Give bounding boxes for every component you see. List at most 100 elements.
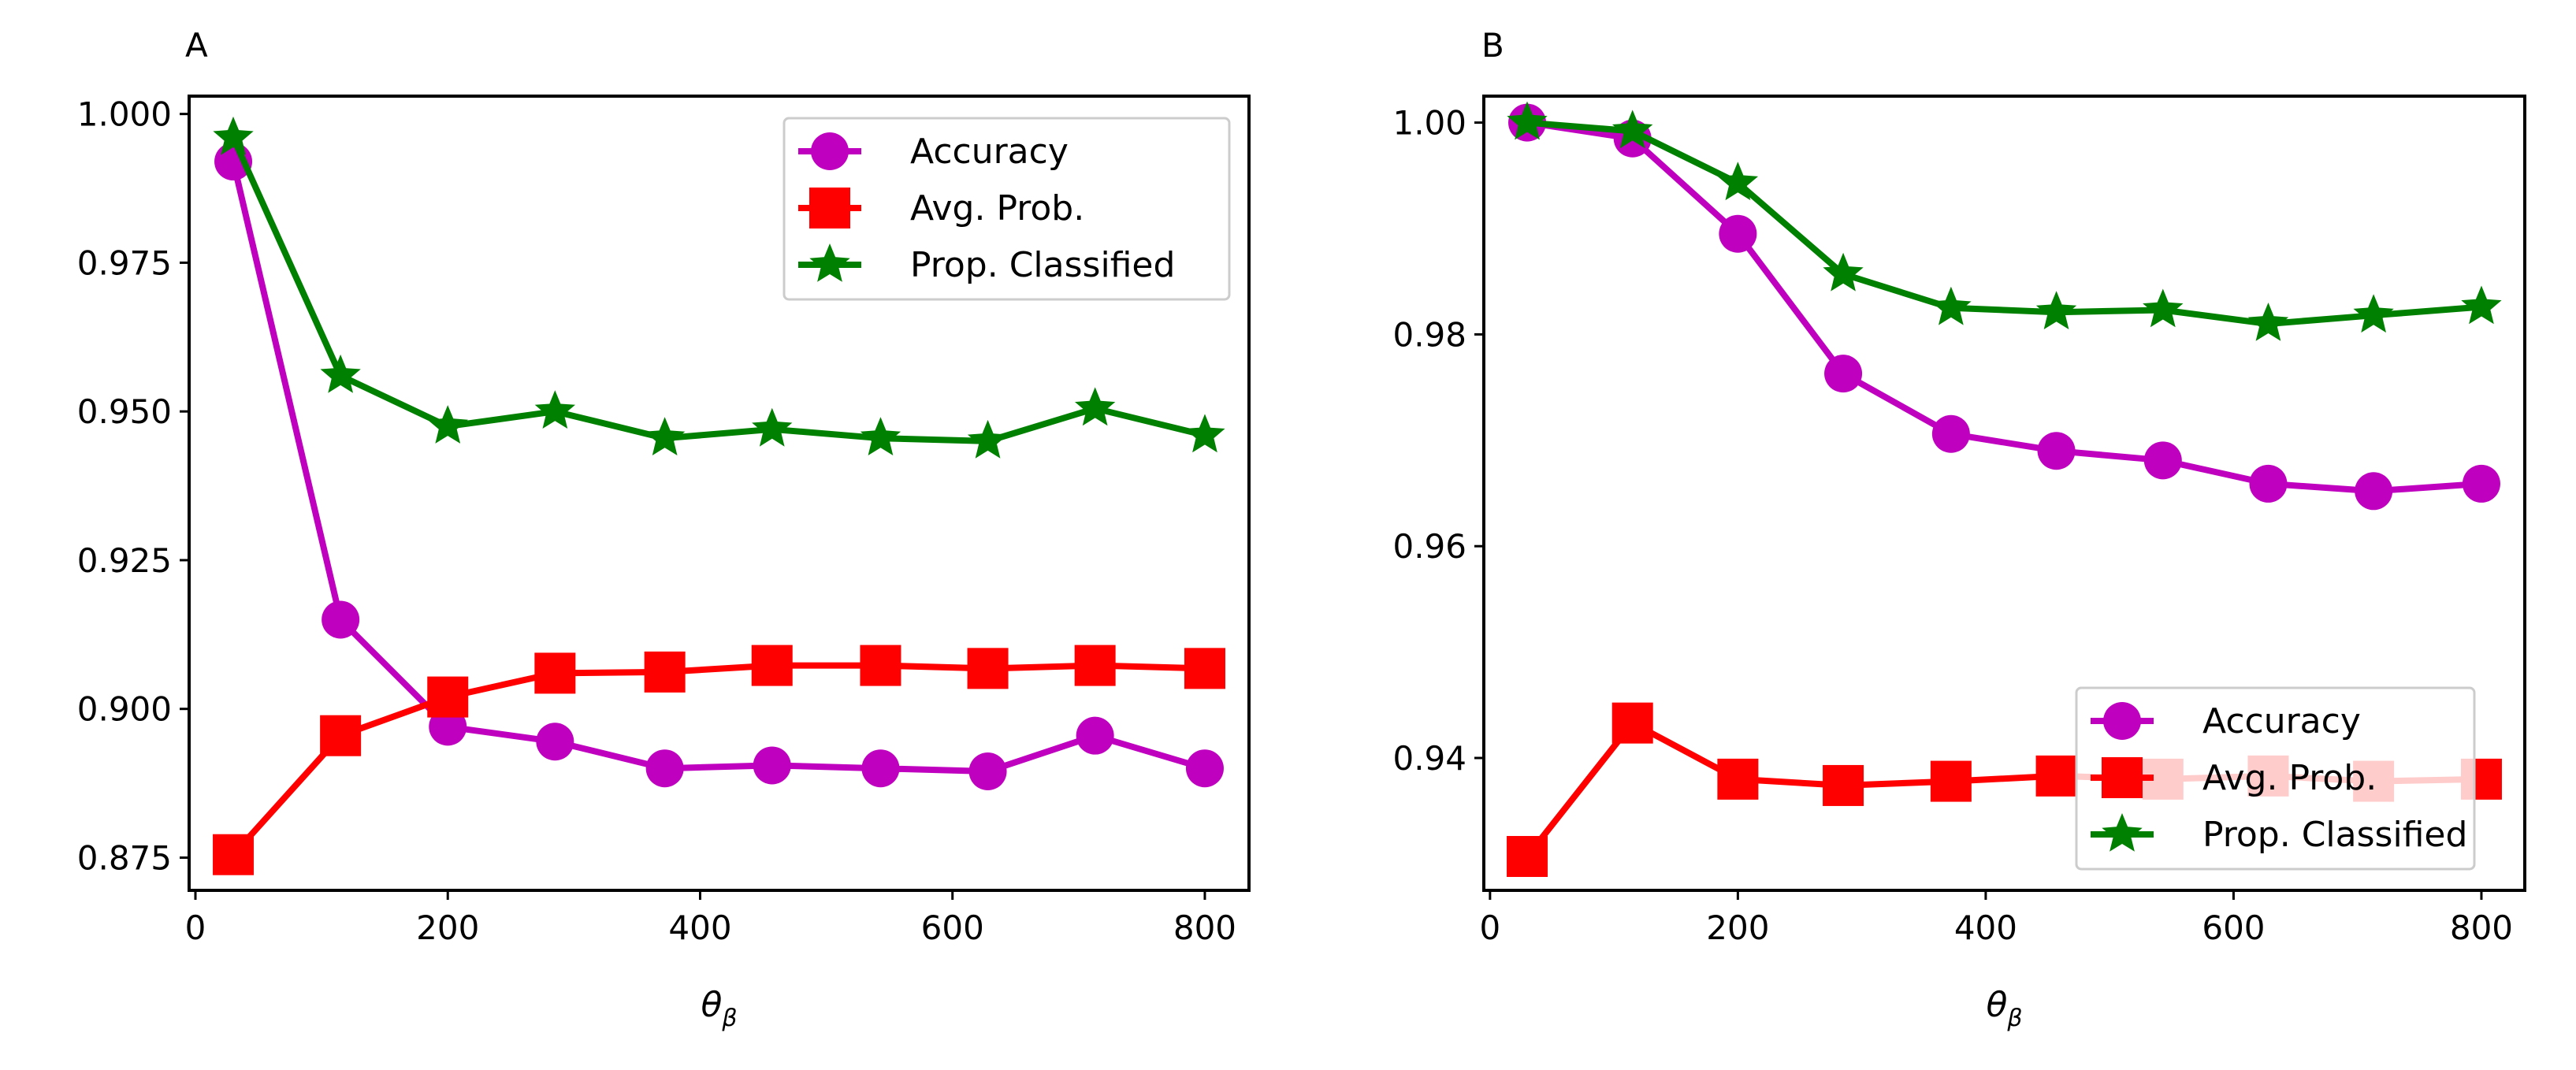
y-tick-label: 1.00 xyxy=(1392,104,1466,143)
series-line-circle xyxy=(1526,119,2482,495)
x-tick-label: 400 xyxy=(668,908,731,947)
data-point-square xyxy=(1611,702,1653,744)
x-tick-label: 600 xyxy=(2202,908,2265,947)
x-tick-label: 600 xyxy=(921,908,984,947)
legend-marker-square xyxy=(2102,757,2143,798)
plot-area xyxy=(213,116,1225,875)
data-point-circle xyxy=(968,752,1007,790)
data-point-circle xyxy=(2143,441,2182,480)
legend-marker-square xyxy=(809,188,850,228)
data-point-star xyxy=(1507,101,1548,140)
axes-frame xyxy=(1482,95,2526,892)
axes-frame xyxy=(188,95,1251,892)
legend-label: Prop. Classified xyxy=(910,245,1175,285)
y-tick-label: 0.875 xyxy=(77,838,172,877)
legend-label: Accuracy xyxy=(910,132,1069,172)
data-point-square xyxy=(1074,645,1116,686)
y-tick-label: 0.94 xyxy=(1392,739,1466,778)
data-point-star xyxy=(1184,414,1225,453)
data-point-square xyxy=(213,834,255,875)
y-tick-label: 0.900 xyxy=(77,690,172,729)
data-point-star xyxy=(2353,294,2394,333)
panel-label: B xyxy=(1481,26,1504,65)
x-tick-label: 200 xyxy=(416,908,479,947)
series-line-square xyxy=(231,662,1206,857)
data-point-square xyxy=(644,651,686,693)
data-point-circle xyxy=(645,749,684,788)
data-point-square xyxy=(967,648,1009,689)
data-point-star xyxy=(427,405,468,444)
legend-label: Prop. Classified xyxy=(2202,815,2467,855)
panel-a: A 0.875 0.900 0.925 0.950 0.975 1.000 0 200 400 60… xyxy=(77,26,1251,1032)
data-point-circle xyxy=(1931,414,1970,453)
data-point-square xyxy=(427,676,469,718)
data-point-square xyxy=(534,652,576,694)
data-point-star xyxy=(320,354,361,393)
data-point-circle xyxy=(2355,472,2393,511)
y-tick-label: 0.975 xyxy=(77,243,172,282)
data-point-circle xyxy=(1076,716,1114,755)
y-tick-label: 0.98 xyxy=(1392,315,1466,354)
data-point-circle xyxy=(753,746,791,785)
data-point-star xyxy=(645,417,686,455)
legend-label: Avg. Prob. xyxy=(2202,758,2377,798)
data-point-star xyxy=(1823,252,1864,292)
data-point-square xyxy=(1823,764,1864,806)
x-axis-label: θβ xyxy=(701,985,737,1032)
data-point-star xyxy=(2461,285,2502,325)
panel-label: A xyxy=(185,26,208,65)
legend: Accuracy Avg. Prob. Prop. Classified xyxy=(2075,686,2476,871)
data-point-circle xyxy=(1185,749,1224,788)
legend: Accuracy Avg. Prob. Prop. Classified xyxy=(782,117,1231,301)
x-tick-label: 800 xyxy=(1173,908,1236,947)
data-point-star xyxy=(2247,303,2289,341)
legend-marker-circle xyxy=(2103,702,2141,740)
data-point-star xyxy=(1717,162,1759,201)
data-point-circle xyxy=(2249,464,2288,503)
y-tick-label: 1.000 xyxy=(77,95,172,134)
data-point-star xyxy=(2035,291,2077,329)
data-point-star xyxy=(213,116,254,155)
y-tick-label: 0.96 xyxy=(1392,527,1466,566)
data-point-circle xyxy=(322,600,360,639)
series-line-star xyxy=(230,136,1206,444)
legend-label: Avg. Prob. xyxy=(910,188,1084,228)
x-tick-label: 0 xyxy=(1479,908,1500,947)
x-tick-label: 400 xyxy=(1954,908,2017,947)
data-point-square xyxy=(860,645,901,686)
data-point-star xyxy=(1612,110,1653,149)
plot-area xyxy=(1507,101,2502,877)
data-point-star xyxy=(1931,286,1972,325)
data-point-circle xyxy=(2462,464,2500,503)
x-tick-label: 0 xyxy=(185,908,206,947)
x-tick-label: 800 xyxy=(2450,908,2513,947)
y-tick-label: 0.950 xyxy=(77,392,172,431)
data-point-square xyxy=(1507,835,1548,877)
data-point-star xyxy=(967,419,1009,459)
data-point-square xyxy=(1930,760,1972,802)
data-point-star xyxy=(860,417,901,455)
data-point-square xyxy=(1717,758,1759,800)
x-tick-label: 200 xyxy=(1706,908,1769,947)
legend-box xyxy=(2075,686,2476,871)
x-axis-label: θβ xyxy=(1986,985,2022,1032)
legend-label: Accuracy xyxy=(2202,701,2361,741)
series-line-star xyxy=(1526,119,2482,327)
panel-b: B 0.94 0.96 0.98 1.00 0 200 400 600 800 θβ Accuracy… xyxy=(1392,26,2526,1032)
data-point-star xyxy=(2143,288,2184,328)
data-point-circle xyxy=(2037,432,2076,470)
data-point-square xyxy=(2035,755,2077,797)
data-point-circle xyxy=(536,723,574,761)
data-point-circle xyxy=(1824,355,1863,393)
legend-marker-circle xyxy=(811,132,849,170)
data-point-circle xyxy=(1719,214,1757,253)
data-point-square xyxy=(320,715,362,756)
y-tick-label: 0.925 xyxy=(77,541,172,580)
legend-box xyxy=(782,117,1231,301)
series-line-circle xyxy=(230,161,1206,775)
legend-marker-star xyxy=(809,243,850,282)
data-point-square xyxy=(751,645,793,686)
data-point-star xyxy=(1075,387,1116,426)
data-point-circle xyxy=(861,749,900,788)
